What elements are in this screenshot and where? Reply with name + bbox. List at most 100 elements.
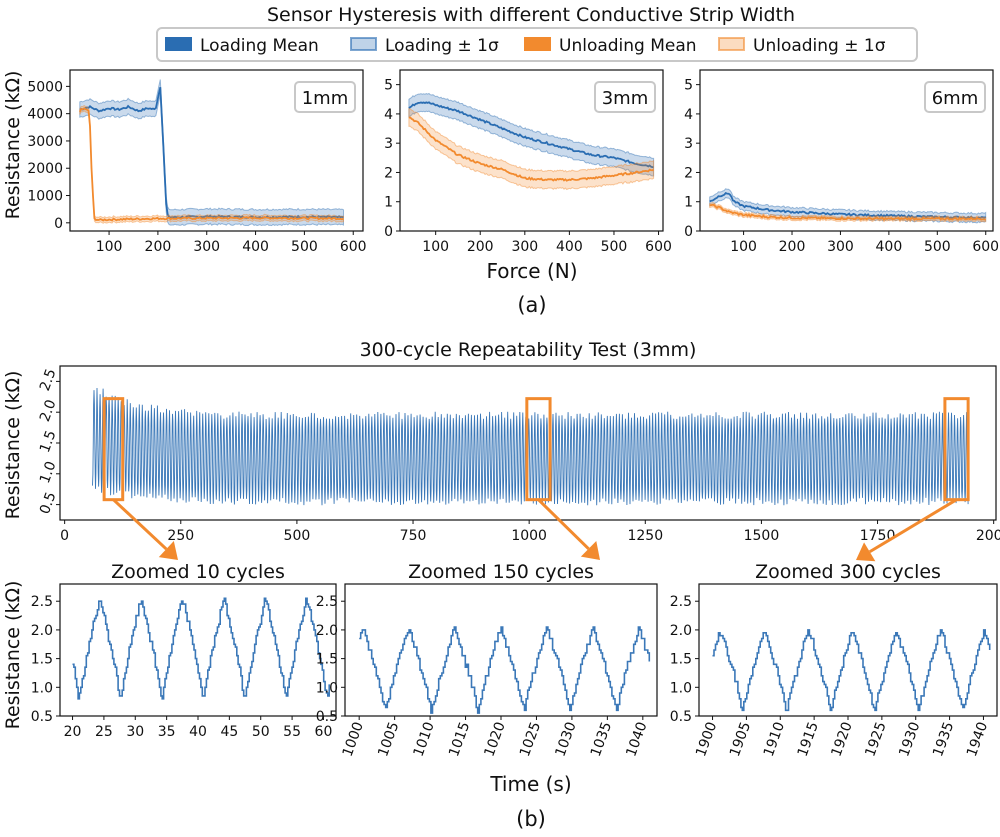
- hyst-6mm-frame: [699, 69, 994, 232]
- x-tick-label: 100: [96, 239, 123, 255]
- y-tick-label: 3: [384, 136, 393, 152]
- zoom-arrow: [112, 498, 168, 551]
- x-tick-label: 400: [556, 239, 583, 255]
- x-tick-label: 1920: [829, 720, 856, 759]
- x-tick-label: 600: [340, 239, 367, 255]
- panel-label: 6mm: [932, 88, 979, 109]
- y-tick-label: 0.5: [316, 709, 338, 725]
- x-tick-label: 1940: [964, 720, 991, 759]
- legend-label: Loading ± 1σ: [385, 36, 499, 56]
- y-tick-label: 0: [384, 224, 393, 240]
- panel-label: 3mm: [602, 88, 649, 109]
- zoom-arrow-head: [856, 542, 876, 562]
- y-tick-label: 3000: [27, 134, 63, 150]
- y-tick-label: 4: [684, 107, 693, 123]
- y-tick-label: 5000: [27, 79, 63, 95]
- panel-label-box: [924, 81, 986, 113]
- x-tick-label: 1020: [482, 720, 509, 759]
- y-tick-label: 5: [684, 78, 693, 94]
- x-tick-label: 20: [64, 724, 82, 740]
- y-tick-label: 3: [684, 136, 693, 152]
- x-tick-label: 1750: [860, 528, 896, 544]
- y-tick-label: 4000: [27, 107, 63, 123]
- y-tick-label: 2.5: [37, 367, 60, 393]
- hyst-3mm-frame: [399, 69, 664, 232]
- zoom-arrow: [868, 498, 958, 554]
- x-tick-label: 1000: [511, 528, 547, 544]
- std-band: [79, 79, 344, 227]
- zoom-10-title: Zoomed 10 cycles: [111, 561, 285, 583]
- mean-line: [408, 116, 655, 182]
- x-tick-label: 1930: [896, 720, 923, 759]
- zoom-arrow-head: [580, 540, 600, 560]
- legend-swatch: [524, 37, 551, 51]
- legend-swatch: [165, 37, 192, 51]
- zoom-150-trace: [359, 626, 651, 714]
- panel-label-box: [294, 81, 356, 113]
- x-tick-label: 50: [252, 724, 270, 740]
- y-tick-label: 1: [384, 195, 393, 211]
- y-tick-label: 1: [684, 195, 693, 211]
- y-tick-label: 1.5: [316, 652, 338, 668]
- hyst-1mm-frame: [69, 69, 364, 232]
- zoom-arrow-head: [158, 541, 178, 560]
- x-tick-label: 500: [284, 528, 311, 544]
- y-tick-label: 1.0: [31, 680, 53, 696]
- y-tick-label: 5: [384, 78, 393, 94]
- x-tick-label: 250: [167, 528, 194, 544]
- std-band: [709, 202, 987, 223]
- x-tick-label: 500: [291, 239, 318, 255]
- legend-label: Loading Mean: [200, 36, 319, 56]
- zoom-150-frame: [344, 583, 658, 717]
- y-tick-label: 2.5: [31, 594, 53, 610]
- x-tick-label: 600: [972, 239, 999, 255]
- x-tick-label: 400: [242, 239, 269, 255]
- x-tick-label: 300: [511, 239, 538, 255]
- legend-entry: Unloading Mean: [524, 36, 697, 56]
- panel-hyst-6mm: 100 200 300 400 500 600 0 1 2 3 4 5 6mm: [684, 69, 999, 255]
- ylabel-zoom: Resistance (kΩ): [2, 581, 24, 730]
- ylabel-a: Resistance (kΩ): [2, 71, 24, 220]
- x-tick-label: 1935: [930, 720, 957, 759]
- y-tick-label: 2000: [27, 161, 63, 177]
- xlabel-a: Force (N): [486, 259, 577, 283]
- panels: 100 200 300 400 500 6000100020003000400050001…: [27, 69, 1000, 759]
- panel-label-box: [594, 81, 656, 113]
- zoom-300-trace: [712, 629, 991, 712]
- repeatability-trace: [92, 387, 969, 506]
- y-tick-label: 2.5: [316, 594, 338, 610]
- x-tick-label: 1010: [411, 720, 438, 759]
- x-tick-label: 1030: [552, 720, 579, 759]
- x-tick-label: 200: [467, 239, 494, 255]
- panel-hyst-1mm: 100 200 300 400 500 600 0 1000 2000 3000 4000 5000 1…: [27, 69, 367, 255]
- series-unloading-mean: [79, 104, 344, 224]
- y-tick-label: 4: [384, 107, 393, 123]
- x-tick-label: 1040: [623, 720, 650, 759]
- label-b: (b): [516, 807, 546, 831]
- ylabel-b: Resistance (kΩ): [2, 371, 24, 520]
- panel-hyst-3mm: 100 200 300 400 500 600 0 1 2 3 4 5 3mm: [384, 69, 672, 255]
- std-band: [79, 104, 344, 224]
- y-tick-label: 1.0: [670, 680, 692, 696]
- x-tick-label: 600: [645, 239, 672, 255]
- y-tick-label: 0: [684, 224, 693, 240]
- x-tick-label: 1025: [517, 720, 544, 759]
- mean-line: [408, 101, 654, 169]
- y-tick-label: 2.0: [316, 623, 338, 639]
- panel-zoom-150: Zoomed 150 cycles 1000 1005 1010 1015 1020 102…: [316, 561, 658, 759]
- legend-entry: Loading ± 1σ: [350, 36, 499, 56]
- zoom-150-title: Zoomed 150 cycles: [408, 561, 594, 583]
- mean-line: [79, 107, 344, 222]
- x-tick-label: 1500: [744, 528, 780, 544]
- y-tick-label: 2: [684, 165, 693, 181]
- y-tick-label: 1000: [27, 189, 63, 205]
- x-tick-label: 500: [924, 239, 951, 255]
- series-unloading-mean: [408, 108, 655, 191]
- legend-entry: Unloading ± 1σ: [718, 36, 886, 56]
- zoom-arrow: [537, 498, 590, 550]
- figure-title: Sensor Hysteresis with different Conduct…: [267, 4, 795, 26]
- x-tick-label: 300: [827, 239, 854, 255]
- x-tick-label: 1910: [761, 720, 788, 759]
